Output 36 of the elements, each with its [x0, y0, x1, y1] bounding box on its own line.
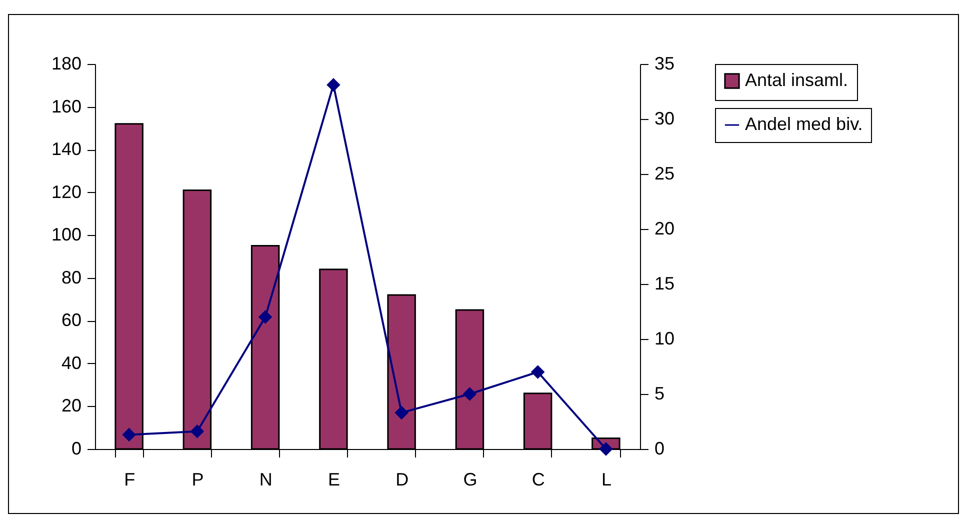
y-tick-label: 160 — [51, 96, 82, 116]
y2-tick-label: 10 — [654, 328, 675, 348]
x-tick-label: D — [396, 470, 409, 490]
y-tick-label: 0 — [71, 438, 82, 458]
y2-tick-label: 0 — [654, 438, 665, 458]
y2-tick-label: 15 — [654, 274, 675, 294]
x-tick-label: P — [192, 470, 204, 490]
y2-tick-label: 20 — [654, 218, 675, 238]
point — [258, 310, 272, 324]
point — [599, 442, 612, 456]
legend-label: Andel med biv. — [745, 114, 863, 134]
y-tick-label: 120 — [51, 182, 82, 202]
x-tick-label: G — [463, 470, 478, 490]
x-tick-label: C — [532, 470, 545, 490]
y-tick-label: 100 — [51, 224, 82, 245]
point — [395, 406, 408, 420]
point — [326, 78, 340, 92]
point — [122, 428, 136, 442]
x-tick-label: N — [259, 470, 272, 490]
y-tick-label: 140 — [51, 139, 82, 160]
x-tick-label: E — [328, 470, 340, 490]
legend-label: Antal insaml. — [745, 70, 848, 90]
y-tick-label: 20 — [61, 396, 82, 416]
x-tick-label: L — [601, 470, 612, 490]
y2-tick-label: 35 — [654, 54, 675, 74]
y2-tick-label: 5 — [654, 384, 665, 404]
y2-tick-label: 30 — [654, 108, 675, 128]
point — [463, 388, 476, 400]
y-tick-label: 40 — [61, 352, 82, 373]
x-tick-label: F — [124, 470, 136, 490]
point — [190, 424, 204, 438]
y-tick-label: 180 — [51, 54, 82, 74]
y2-tick-label: 25 — [654, 164, 675, 184]
y-tick-label: 80 — [61, 267, 82, 288]
point — [531, 366, 544, 378]
y-tick-label: 60 — [61, 310, 82, 330]
